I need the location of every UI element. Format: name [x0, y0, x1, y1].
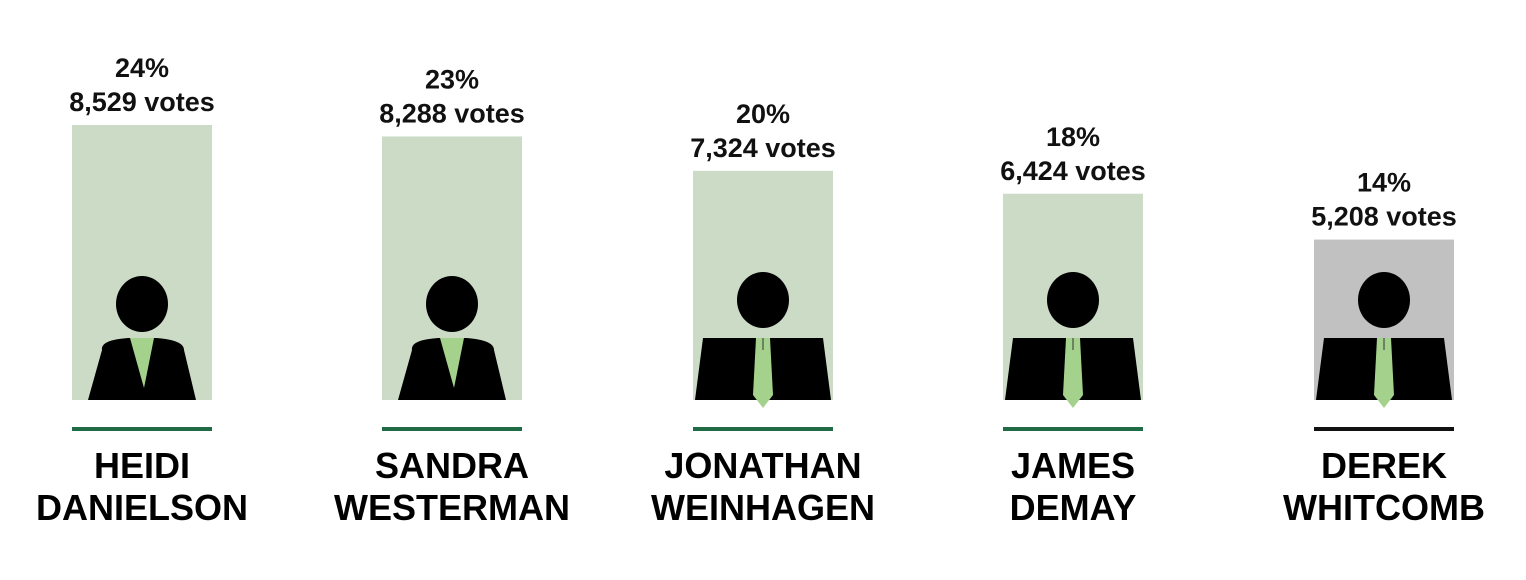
votes-label: 7,324 votes	[690, 133, 836, 163]
candidate-first-name: HEIDI	[94, 445, 190, 486]
candidate-last-name: DEMAY	[1010, 487, 1137, 528]
candidate-first-name: JAMES	[1011, 445, 1135, 486]
candidate-last-name: DANIELSON	[36, 487, 248, 528]
man-figure-icon	[695, 272, 831, 408]
woman-figure-icon	[88, 276, 196, 400]
name-underline	[693, 427, 833, 431]
name-underline	[1003, 427, 1143, 431]
woman-figure-icon	[398, 276, 506, 400]
candidate-last-name: WESTERMAN	[334, 487, 570, 528]
name-underline	[1314, 427, 1454, 431]
votes-label: 8,529 votes	[69, 87, 215, 117]
candidate-first-name: SANDRA	[375, 445, 529, 486]
candidate-last-name: WHITCOMB	[1283, 487, 1485, 528]
man-figure-icon	[1316, 272, 1452, 408]
candidate-first-name: JONATHAN	[664, 445, 861, 486]
man-figure-icon	[1005, 272, 1141, 408]
candidate-last-name: WEINHAGEN	[651, 487, 875, 528]
percent-label: 23%	[425, 64, 479, 94]
votes-label: 5,208 votes	[1311, 202, 1457, 232]
percent-label: 24%	[115, 53, 169, 83]
name-underline	[72, 427, 212, 431]
percent-label: 20%	[736, 99, 790, 129]
votes-label: 6,424 votes	[1000, 156, 1146, 186]
percent-label: 14%	[1357, 168, 1411, 198]
votes-label: 8,288 votes	[379, 98, 525, 128]
percent-label: 18%	[1046, 122, 1100, 152]
candidate-first-name: DEREK	[1321, 445, 1447, 486]
name-underline	[382, 427, 522, 431]
